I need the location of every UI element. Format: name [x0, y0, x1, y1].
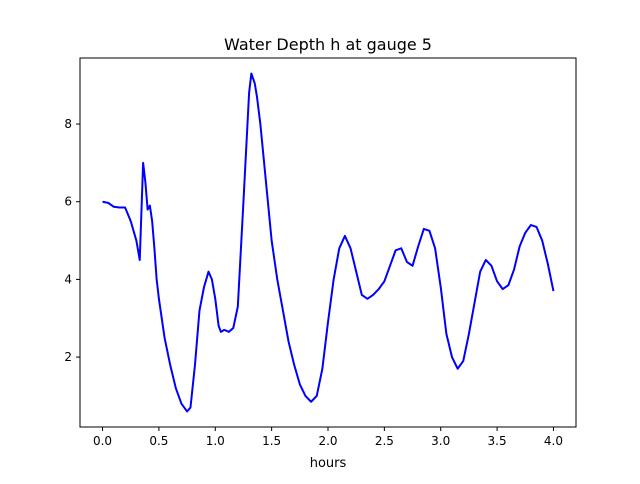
x-axis-label: hours: [310, 456, 347, 471]
chart-title: Water Depth h at gauge 5: [224, 35, 432, 54]
x-tick-label: 1.5: [262, 434, 281, 448]
x-tick-label: 2.0: [318, 434, 337, 448]
y-tick-label: 2: [64, 350, 72, 364]
y-tick-label: 6: [64, 195, 72, 209]
y-axis: 2 4 6 8: [64, 117, 80, 364]
x-tick-label: 0.0: [93, 434, 112, 448]
x-tick-label: 0.5: [149, 434, 168, 448]
x-tick-label: 3.5: [488, 434, 507, 448]
y-tick-label: 8: [64, 117, 72, 131]
x-tick-label: 3.0: [431, 434, 450, 448]
x-tick-label: 4.0: [544, 434, 563, 448]
x-axis: 0.0 0.5 1.0 1.5 2.0 2.5 3.0 3.5 4.0: [93, 427, 563, 448]
y-tick-label: 4: [64, 272, 72, 286]
x-tick-label: 2.5: [375, 434, 394, 448]
x-tick-label: 1.0: [206, 434, 225, 448]
series-line: [102, 72, 555, 413]
